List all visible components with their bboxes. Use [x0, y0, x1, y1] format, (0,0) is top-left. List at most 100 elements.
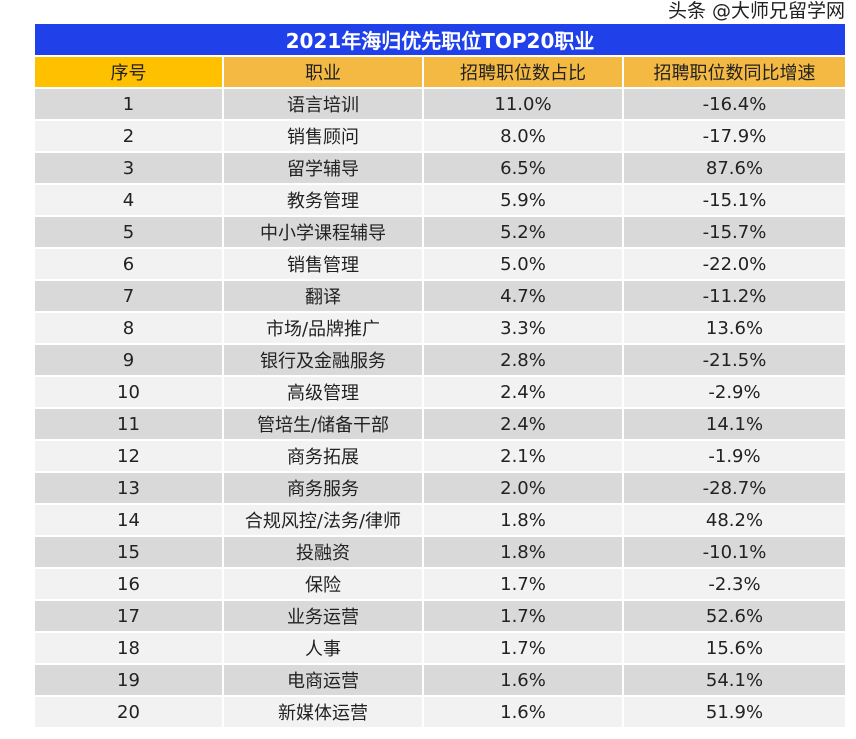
header-row: 序号 职业 招聘职位数占比 招聘职位数同比增速 [33, 55, 847, 89]
table-row: 20 新媒体运营 1.6% 51.9% [33, 695, 847, 729]
cell-share: 6.5% [422, 151, 624, 185]
cell-rank: 7 [33, 279, 224, 313]
cell-share: 1.6% [422, 663, 624, 697]
table-row: 11 管培生/储备干部 2.4% 14.1% [33, 407, 847, 441]
header-share: 招聘职位数占比 [422, 55, 624, 89]
cell-growth: -15.7% [622, 215, 847, 249]
table-row: 16 保险 1.7% -2.3% [33, 567, 847, 601]
cell-occupation: 销售管理 [222, 247, 424, 281]
cell-growth: 15.6% [622, 631, 847, 665]
table-row: 19 电商运营 1.6% 54.1% [33, 663, 847, 697]
cell-share: 1.8% [422, 503, 624, 537]
cell-occupation: 教务管理 [222, 183, 424, 217]
cell-occupation: 留学辅导 [222, 151, 424, 185]
cell-occupation: 业务运营 [222, 599, 424, 633]
header-occupation: 职业 [222, 55, 424, 89]
cell-rank: 18 [33, 631, 224, 665]
table-row: 13 商务服务 2.0% -28.7% [33, 471, 847, 505]
cell-occupation: 销售顾问 [222, 119, 424, 153]
table-row: 7 翻译 4.7% -11.2% [33, 279, 847, 313]
cell-rank: 10 [33, 375, 224, 409]
cell-occupation: 银行及金融服务 [222, 343, 424, 377]
cell-growth: 13.6% [622, 311, 847, 345]
cell-occupation: 市场/品牌推广 [222, 311, 424, 345]
cell-occupation: 合规风控/法务/律师 [222, 503, 424, 537]
table-row: 3 留学辅导 6.5% 87.6% [33, 151, 847, 185]
table-row: 4 教务管理 5.9% -15.1% [33, 183, 847, 217]
cell-occupation: 商务拓展 [222, 439, 424, 473]
cell-share: 11.0% [422, 87, 624, 121]
cell-rank: 3 [33, 151, 224, 185]
cell-growth: 48.2% [622, 503, 847, 537]
cell-growth: -21.5% [622, 343, 847, 377]
cell-growth: 87.6% [622, 151, 847, 185]
cell-occupation: 人事 [222, 631, 424, 665]
table-row: 8 市场/品牌推广 3.3% 13.6% [33, 311, 847, 345]
cell-rank: 2 [33, 119, 224, 153]
table-row: 1 语言培训 11.0% -16.4% [33, 87, 847, 121]
cell-share: 1.6% [422, 695, 624, 729]
cell-growth: -17.9% [622, 119, 847, 153]
cell-share: 8.0% [422, 119, 624, 153]
cell-rank: 4 [33, 183, 224, 217]
table-row: 12 商务拓展 2.1% -1.9% [33, 439, 847, 473]
cell-occupation: 保险 [222, 567, 424, 601]
cell-share: 5.9% [422, 183, 624, 217]
cell-rank: 8 [33, 311, 224, 345]
cell-rank: 15 [33, 535, 224, 569]
table-row: 14 合规风控/法务/律师 1.8% 48.2% [33, 503, 847, 537]
cell-share: 2.1% [422, 439, 624, 473]
cell-share: 1.7% [422, 599, 624, 633]
table-row: 2 销售顾问 8.0% -17.9% [33, 119, 847, 153]
cell-rank: 13 [33, 471, 224, 505]
cell-growth: 54.1% [622, 663, 847, 697]
cell-rank: 12 [33, 439, 224, 473]
cell-share: 1.7% [422, 631, 624, 665]
cell-occupation: 中小学课程辅导 [222, 215, 424, 249]
cell-growth: -2.3% [622, 567, 847, 601]
cell-rank: 6 [33, 247, 224, 281]
cell-share: 3.3% [422, 311, 624, 345]
table-row: 15 投融资 1.8% -10.1% [33, 535, 847, 569]
cell-growth: -11.2% [622, 279, 847, 313]
ranking-table: 2021年海归优先职位TOP20职业 序号 职业 招聘职位数占比 招聘职位数同比… [33, 22, 847, 729]
cell-growth: -16.4% [622, 87, 847, 121]
watermark: 头条 @大师兄留学网 [667, 0, 845, 22]
table-row: 9 银行及金融服务 2.8% -21.5% [33, 343, 847, 377]
cell-share: 5.0% [422, 247, 624, 281]
cell-growth: -15.1% [622, 183, 847, 217]
cell-share: 4.7% [422, 279, 624, 313]
table-row: 5 中小学课程辅导 5.2% -15.7% [33, 215, 847, 249]
cell-growth: 52.6% [622, 599, 847, 633]
table-row: 6 销售管理 5.0% -22.0% [33, 247, 847, 281]
cell-growth: -28.7% [622, 471, 847, 505]
cell-growth: -10.1% [622, 535, 847, 569]
cell-share: 5.2% [422, 215, 624, 249]
cell-occupation: 翻译 [222, 279, 424, 313]
cell-share: 2.4% [422, 407, 624, 441]
cell-growth: -22.0% [622, 247, 847, 281]
table-title: 2021年海归优先职位TOP20职业 [33, 22, 847, 57]
cell-occupation: 高级管理 [222, 375, 424, 409]
cell-share: 1.7% [422, 567, 624, 601]
cell-share: 2.0% [422, 471, 624, 505]
header-growth: 招聘职位数同比增速 [622, 55, 847, 89]
table-row: 17 业务运营 1.7% 52.6% [33, 599, 847, 633]
cell-growth: 51.9% [622, 695, 847, 729]
cell-rank: 11 [33, 407, 224, 441]
cell-occupation: 语言培训 [222, 87, 424, 121]
cell-share: 1.8% [422, 535, 624, 569]
table-row: 18 人事 1.7% 15.6% [33, 631, 847, 665]
cell-rank: 5 [33, 215, 224, 249]
header-rank: 序号 [33, 55, 224, 89]
cell-occupation: 投融资 [222, 535, 424, 569]
cell-rank: 17 [33, 599, 224, 633]
cell-growth: -2.9% [622, 375, 847, 409]
cell-occupation: 管培生/储备干部 [222, 407, 424, 441]
cell-growth: -1.9% [622, 439, 847, 473]
cell-occupation: 电商运营 [222, 663, 424, 697]
cell-rank: 14 [33, 503, 224, 537]
table-row: 10 高级管理 2.4% -2.9% [33, 375, 847, 409]
cell-occupation: 商务服务 [222, 471, 424, 505]
cell-occupation: 新媒体运营 [222, 695, 424, 729]
